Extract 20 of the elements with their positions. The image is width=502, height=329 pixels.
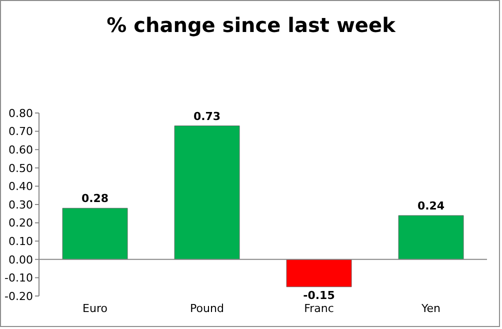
x-tick-label: Yen [420, 302, 441, 315]
y-tick-label: -0.20 [4, 290, 33, 303]
y-tick-label: 0.10 [8, 235, 33, 248]
y-tick-label: 0.20 [8, 216, 33, 230]
y-tick-label: 0.50 [8, 162, 33, 175]
data-label: 0.28 [81, 192, 109, 206]
chart-title: % change since last week [106, 13, 397, 37]
data-label: 0.73 [193, 110, 221, 123]
y-tick-label: 0.80 [8, 106, 33, 120]
y-tick-label: 0.40 [8, 180, 33, 194]
data-label: -0.15 [303, 288, 335, 302]
y-tick-label: 0.70 [8, 125, 33, 138]
y-tick-label: -0.10 [4, 272, 33, 285]
x-tick-label: Franc [304, 302, 334, 315]
x-tick-label: Euro [82, 302, 108, 315]
x-tick-label: Pound [190, 302, 224, 315]
y-tick-label: 0.60 [8, 144, 33, 157]
y-tick-label: 0.00 [8, 253, 33, 266]
data-label: 0.24 [417, 199, 445, 212]
y-tick-label: 0.30 [8, 198, 33, 212]
